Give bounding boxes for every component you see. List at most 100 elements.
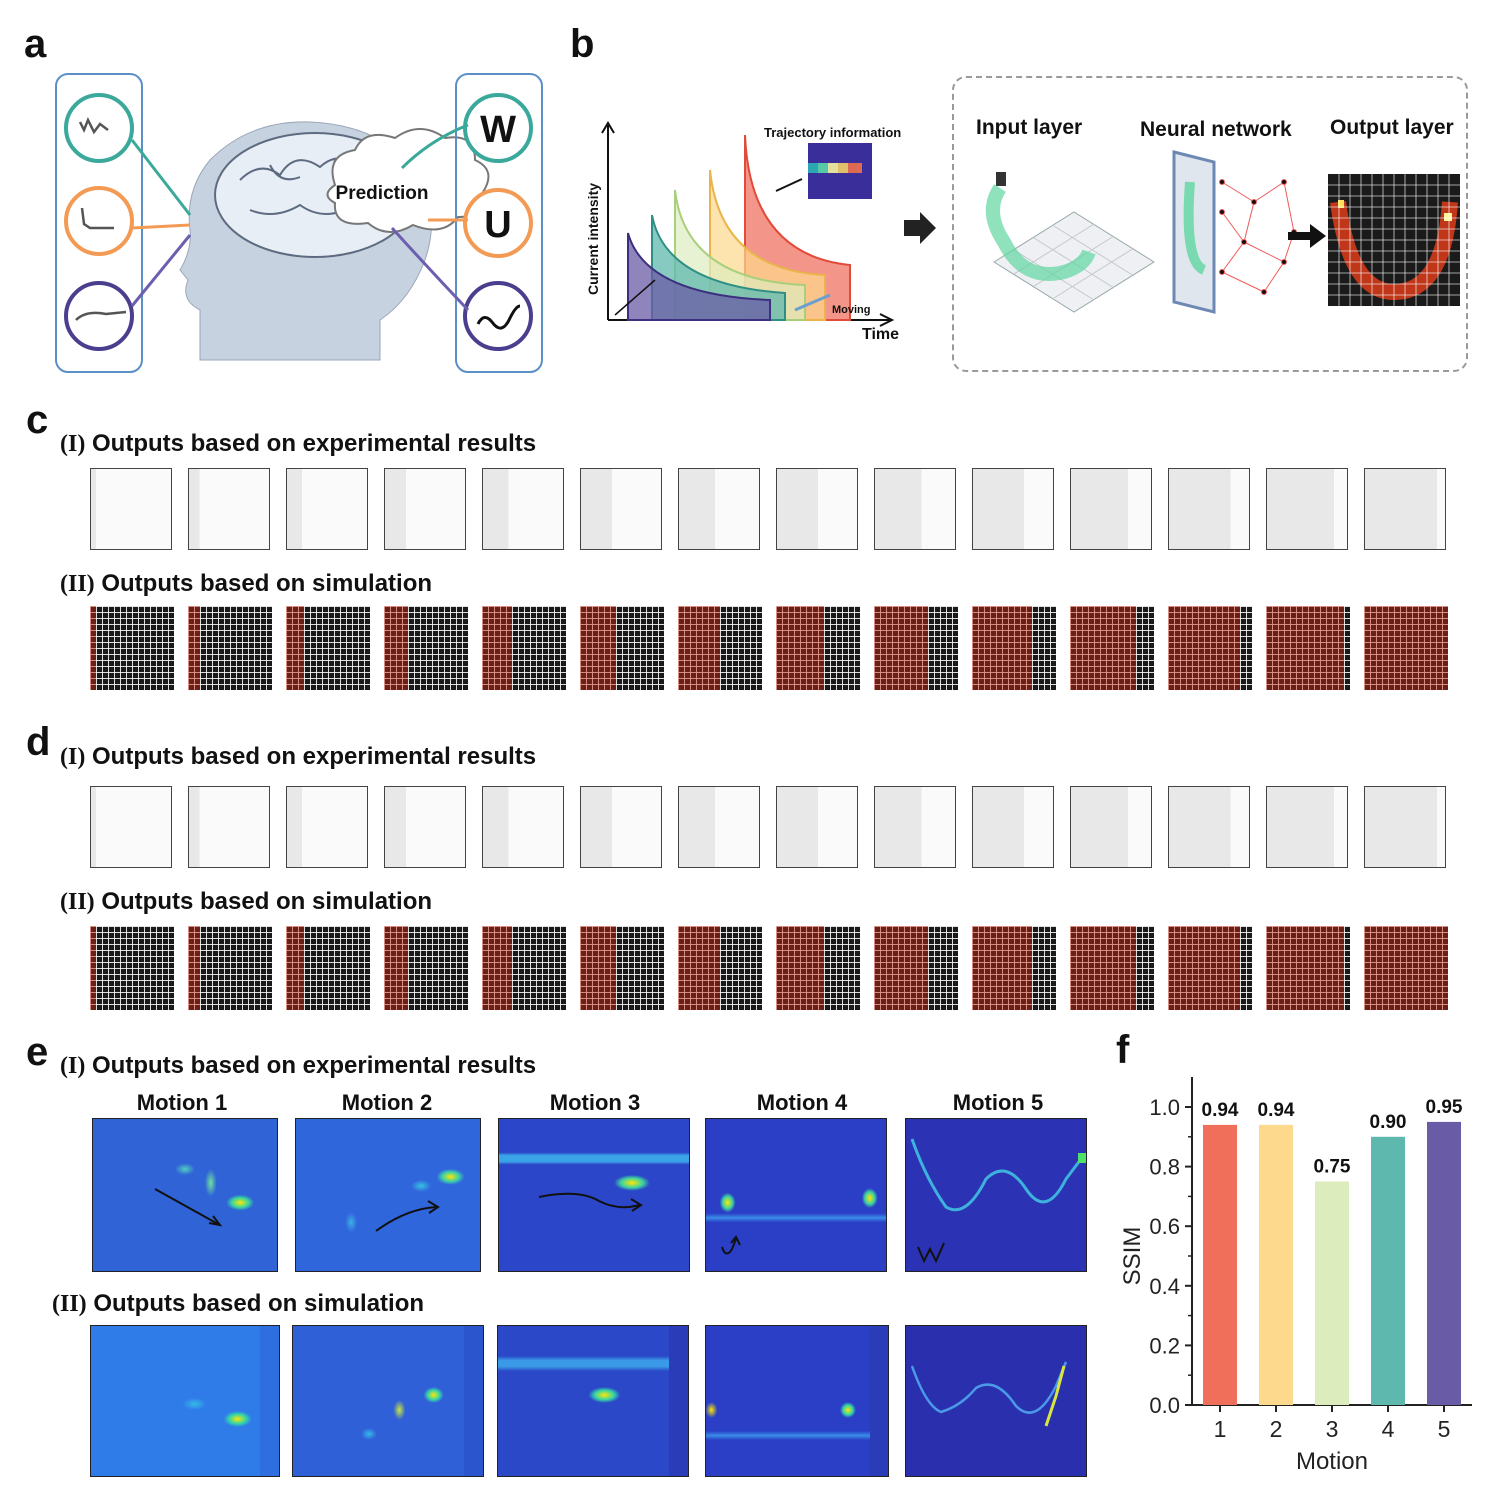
d-simulation-frame-11 <box>1070 926 1154 1010</box>
c-simulation-frame-6 <box>580 606 664 690</box>
c-simulation-frame-7 <box>678 606 762 690</box>
prediction-label: Prediction <box>336 183 429 204</box>
panel-label-c: c <box>26 398 49 442</box>
c-simulation-frame-10 <box>972 606 1056 690</box>
letter-w: W <box>480 109 516 151</box>
y-tick-label-0: 0.0 <box>1149 1393 1180 1418</box>
d-simulation-frame-9 <box>874 926 958 1010</box>
c-simulation-frame-12 <box>1168 606 1252 690</box>
time-axis-label: Time <box>862 326 899 343</box>
d-simulation-frame-6 <box>580 926 664 1010</box>
x-tick-label-2: 2 <box>1270 1416 1283 1442</box>
bar-value-label-4: 0.90 <box>1370 1112 1407 1133</box>
panel-b-plot: Trajectory information Moving Time Curre… <box>580 115 910 350</box>
exp-heatmap-motion-1 <box>92 1118 278 1272</box>
motion-5-label: Motion 5 <box>952 1090 1044 1115</box>
bar-motion-5 <box>1427 1121 1461 1405</box>
c-experimental-frame-12 <box>1168 468 1250 550</box>
d-experimental-frame-12 <box>1168 786 1250 868</box>
d-experimental-frame-13 <box>1266 786 1348 868</box>
d-experimental-frame-3 <box>286 786 368 868</box>
y-tick-label-1: 0.2 <box>1149 1333 1180 1358</box>
brain-prediction-diagram: Prediction W U <box>55 73 543 373</box>
current-intensity-plot: Trajectory information Moving Time Curre… <box>585 121 901 343</box>
c-experimental-frame-7 <box>678 468 760 550</box>
sim-heatmap-motion-4 <box>705 1325 889 1477</box>
x-tick-label-1: 1 <box>1214 1416 1227 1442</box>
letter-u: U <box>484 204 511 246</box>
panel-c-row2-title: (II) Outputs based on simulation <box>60 570 433 597</box>
d-experimental-frame-14 <box>1364 786 1446 868</box>
y-tick-label-2: 0.4 <box>1149 1274 1180 1299</box>
c-simulation-frame-3 <box>286 606 370 690</box>
c-simulation-frame-5 <box>482 606 566 690</box>
network-illustration <box>986 150 1460 314</box>
c-experimental-frame-8 <box>776 468 858 550</box>
ssim-chart-svg: 0.0 0.2 0.4 0.6 0.8 1.0 0.94 1 0.94 2 0.75 3 0.90 4 0.… <box>1119 1077 1472 1475</box>
y-tick-label-5: 1.0 <box>1149 1095 1180 1120</box>
exp-heatmap-motion-4 <box>705 1118 887 1272</box>
d-experimental-frame-7 <box>678 786 760 868</box>
c-experimental-frame-1 <box>90 468 172 550</box>
c-simulation-frame-9 <box>874 606 958 690</box>
c-experimental-frame-13 <box>1266 468 1348 550</box>
d-experimental-frame-5 <box>482 786 564 868</box>
panel-label-b: b <box>570 22 595 66</box>
motion-4-label: Motion 4 <box>756 1090 848 1115</box>
sim-heatmap-motion-1 <box>90 1325 280 1477</box>
c-simulation-frame-8 <box>776 606 860 690</box>
y-tick-label-4: 0.8 <box>1149 1155 1180 1180</box>
bar-value-label-2: 0.94 <box>1258 1100 1295 1121</box>
motion-1-label: Motion 1 <box>136 1090 228 1115</box>
bar-motion-4 <box>1371 1136 1405 1405</box>
sim-heatmap-motion-3 <box>497 1325 689 1477</box>
c-simulation-frame-14 <box>1364 606 1448 690</box>
d-experimental-frame-4 <box>384 786 466 868</box>
exp-heatmap-motion-3 <box>498 1118 690 1272</box>
c-experimental-frame-14 <box>1364 468 1446 550</box>
trajectory-info-label: Trajectory information <box>764 125 901 140</box>
c-experimental-frame-2 <box>188 468 270 550</box>
moving-label: Moving <box>832 304 871 316</box>
bar-motion-3 <box>1315 1181 1349 1405</box>
y-axis-label: SSIM <box>1119 1227 1146 1286</box>
c-simulation-frame-11 <box>1070 606 1154 690</box>
panel-e-row1-title: (I) Outputs based on experimental result… <box>60 1052 537 1079</box>
d-simulation-frame-14 <box>1364 926 1448 1010</box>
d-experimental-frame-1 <box>90 786 172 868</box>
c-experimental-frame-4 <box>384 468 466 550</box>
d-experimental-frame-8 <box>776 786 858 868</box>
network-schematic-box: Input layer Neural network Output layer <box>952 76 1468 372</box>
d-simulation-frame-13 <box>1266 926 1350 1010</box>
panel-e-row2-title: (II) Outputs based on simulation <box>52 1290 425 1317</box>
big-arrow-icon <box>902 210 938 246</box>
d-simulation-frame-7 <box>678 926 762 1010</box>
y-tick-label-3: 0.6 <box>1149 1214 1180 1239</box>
d-simulation-frame-8 <box>776 926 860 1010</box>
bar-motion-1 <box>1203 1124 1237 1405</box>
c-experimental-frame-5 <box>482 468 564 550</box>
d-simulation-frame-4 <box>384 926 468 1010</box>
panel-a: Prediction W U <box>50 70 550 380</box>
d-experimental-frame-10 <box>972 786 1054 868</box>
panel-d-row1-title: (I) Outputs based on experimental result… <box>60 743 537 770</box>
motion-2-label: Motion 2 <box>341 1090 433 1115</box>
x-tick-label-4: 4 <box>1382 1416 1395 1442</box>
exp-heatmap-motion-5 <box>905 1118 1087 1272</box>
d-simulation-frame-1 <box>90 926 174 1010</box>
input-layer-label: Input layer <box>976 116 1083 139</box>
d-simulation-frame-12 <box>1168 926 1252 1010</box>
d-simulation-frame-2 <box>188 926 272 1010</box>
x-axis-label: Motion <box>1296 1448 1368 1475</box>
bar-motion-2 <box>1259 1124 1293 1405</box>
panel-label-a: a <box>24 22 47 66</box>
c-simulation-frame-13 <box>1266 606 1350 690</box>
current-intensity-axis-label: Current intensity <box>585 183 601 295</box>
c-experimental-frame-10 <box>972 468 1054 550</box>
d-experimental-frame-6 <box>580 786 662 868</box>
c-simulation-frame-2 <box>188 606 272 690</box>
bar-value-label-1: 0.94 <box>1202 1100 1239 1121</box>
d-simulation-frame-3 <box>286 926 370 1010</box>
x-tick-label-5: 5 <box>1438 1416 1451 1442</box>
c-experimental-frame-9 <box>874 468 956 550</box>
